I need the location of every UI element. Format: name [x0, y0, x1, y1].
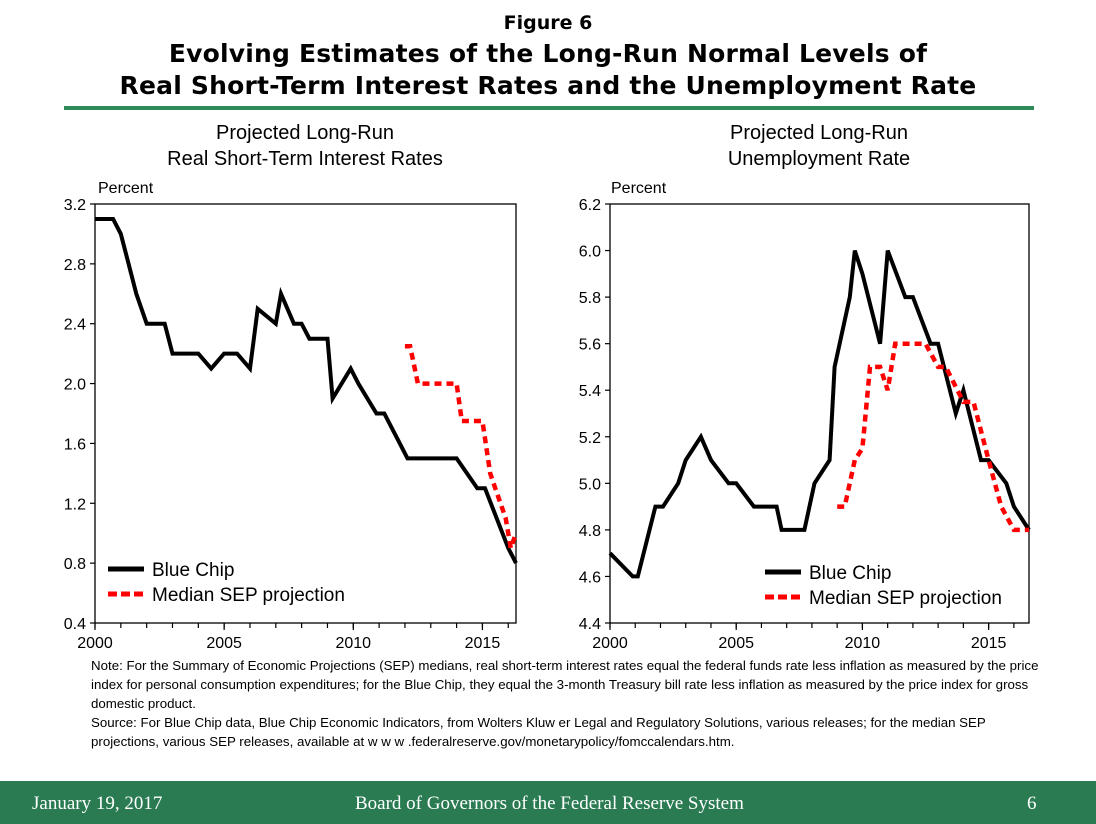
right-y-tick-label: 5.8: [579, 290, 601, 307]
right-series-median-sep-projection: [837, 341, 1029, 533]
right-x-tick-label: 2010: [845, 635, 881, 652]
figure-title-line-2: Real Short-Term Interest Rates and the U…: [119, 71, 977, 100]
charts-canvas: 0.4 0.8 1.2 1.6 2.0 2.4 2.8 3.2 2000 2005 2010 2015…: [64, 197, 1031, 652]
footer-organization: Board of Governors of the Federal Reserv…: [355, 793, 744, 814]
right-panel-title-line-2: Unemployment Rate: [727, 148, 911, 170]
right-panel-title-line-1: Projected Long-Run: [730, 122, 908, 144]
left-y-tick-label: 2.0: [64, 377, 86, 394]
right-y-tick-label: 5.6: [579, 337, 601, 354]
right-panel-title: Projected Long-Run Unemployment Rate: [619, 120, 1019, 172]
left-y-tick-label: 1.2: [64, 496, 86, 513]
footer-date: January 19, 2017: [32, 793, 163, 814]
right-y-tick-label: 4.6: [579, 569, 601, 586]
left-panel-title-line-1: Projected Long-Run: [216, 122, 394, 144]
left-y-tick-label: 2.8: [64, 257, 86, 274]
left-x-tick-label: 2015: [465, 635, 501, 652]
right-legend-label: Median SEP projection: [809, 588, 1002, 609]
figure-label: Figure 6: [503, 12, 593, 34]
right-plot-frame: [609, 203, 1030, 624]
note-block: Note: For the Summary of Economic Projec…: [91, 656, 1051, 751]
note-text: Note: For the Summary of Economic Projec…: [91, 658, 1039, 711]
left-y-tick-label: 0.8: [64, 556, 86, 573]
left-series-blue-chip: [95, 217, 518, 565]
right-y-unit-label: Percent: [611, 180, 667, 197]
right-x-tick-label: 2005: [718, 635, 754, 652]
left-y-tick-label: 1.6: [64, 436, 86, 453]
right-x-tick-label: 2000: [592, 635, 628, 652]
left-y-tick-label: 3.2: [64, 197, 86, 214]
right-y-tick-label: 5.0: [579, 476, 601, 493]
right-y-tick-label: 5.2: [579, 430, 601, 447]
title-divider: [64, 106, 1034, 110]
left-x-tick-label: 2005: [206, 635, 242, 652]
left-panel-title: Projected Long-Run Real Short-Term Inter…: [105, 120, 505, 172]
source-text: Source: For Blue Chip data, Blue Chip Ec…: [91, 715, 986, 749]
left-y-unit-label: Percent: [98, 180, 154, 197]
right-y-tick-label: 5.4: [579, 383, 601, 400]
figure-title-line-1: Evolving Estimates of the Long-Run Norma…: [168, 39, 928, 68]
right-legend-label: Blue Chip: [809, 563, 891, 584]
right-y-tick-label: 4.8: [579, 523, 601, 540]
right-y-tick-label: 6.0: [579, 244, 601, 261]
left-x-tick-label: 2010: [335, 635, 371, 652]
right-y-tick-label: 4.4: [579, 616, 601, 633]
left-x-tick-label: 2000: [77, 635, 113, 652]
left-legend-label: Median SEP projection: [152, 585, 345, 606]
right-y-tick-label: 6.2: [579, 197, 601, 214]
left-legend-label: Blue Chip: [152, 560, 234, 581]
left-y-tick-label: 0.4: [64, 616, 86, 633]
footer-page-number: 6: [1027, 793, 1037, 814]
left-series-median-sep-projection: [404, 343, 519, 549]
right-x-tick-label: 2015: [971, 635, 1007, 652]
figure-title: Evolving Estimates of the Long-Run Norma…: [0, 38, 1096, 102]
left-plot-frame: [94, 203, 517, 624]
left-panel-title-line-2: Real Short-Term Interest Rates: [167, 148, 443, 170]
footer-bar: January 19, 2017 Board of Governors of t…: [0, 781, 1096, 824]
right-series-blue-chip: [608, 249, 1031, 579]
left-y-tick-label: 2.4: [64, 317, 86, 334]
